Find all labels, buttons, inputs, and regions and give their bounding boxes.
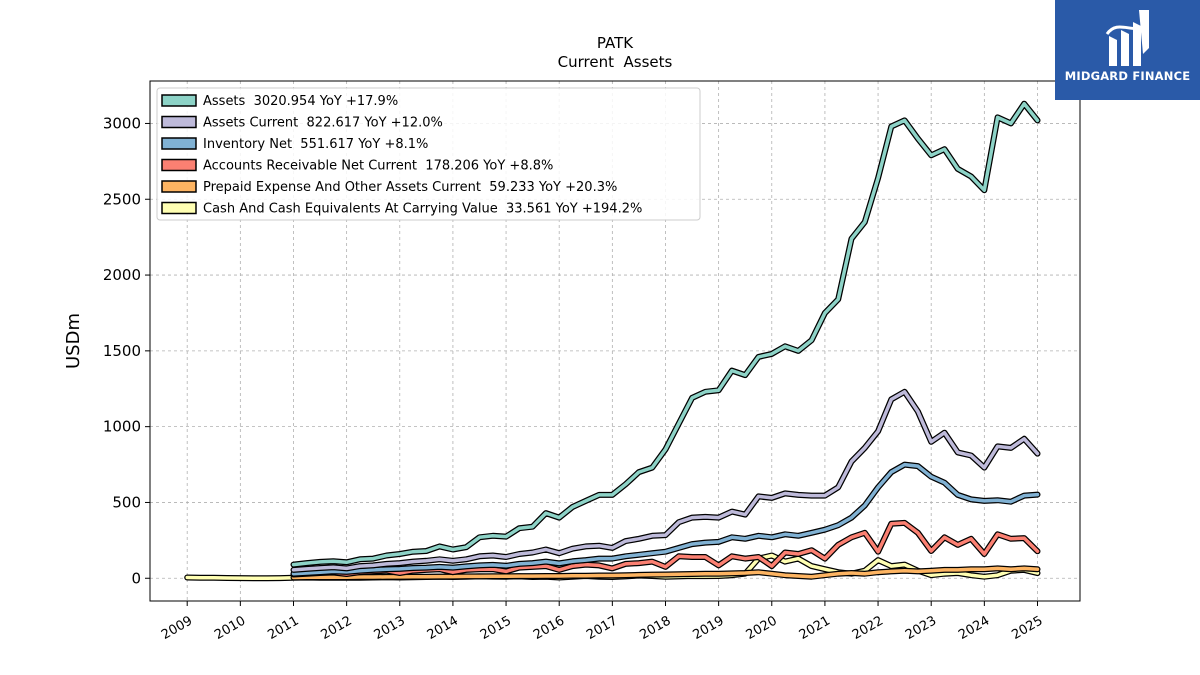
chart-title: PATK <box>597 34 634 52</box>
y-tick-label: 500 <box>112 493 141 511</box>
series-line <box>291 566 1040 580</box>
series-layer <box>184 100 1041 582</box>
chart-subtitle: Current Assets <box>558 53 673 71</box>
x-tick-label: 2017 <box>584 613 620 643</box>
brand-mark-icon <box>1105 10 1149 66</box>
y-axis-label: USDm <box>63 313 84 369</box>
y-axis: 0 500 1000 1500 2000 2500 3000 <box>103 114 150 587</box>
brand-logo: MIDGARD FINANCE <box>1055 0 1200 100</box>
series-line <box>291 101 1040 567</box>
legend-label: Cash And Cash Equivalents At Carrying Va… <box>203 202 642 217</box>
legend-label: Assets Current 822.617 YoY +12.0% <box>203 116 443 131</box>
x-tick-label: 2024 <box>956 613 992 643</box>
x-tick-label: 2015 <box>478 613 514 643</box>
legend-label: Assets 3020.954 YoY +17.9% <box>203 94 398 109</box>
legend-frame <box>156 87 701 221</box>
x-tick-label: 2025 <box>1009 613 1045 643</box>
legend-label: Prepaid Expense And Other Assets Current… <box>203 180 617 195</box>
x-tick-label: 2014 <box>425 613 461 643</box>
legend: Assets 3020.954 YoY +17.9% Assets Current… <box>156 87 701 221</box>
x-tick-label: 2023 <box>903 613 939 643</box>
y-tick-label: 1000 <box>103 418 141 436</box>
legend-swatch <box>161 137 197 150</box>
legend-swatch <box>161 180 197 193</box>
x-tick-label: 2013 <box>372 613 408 643</box>
x-tick-label: 2020 <box>744 613 780 643</box>
series-line <box>291 462 1040 576</box>
x-tick-label: 2019 <box>690 613 726 643</box>
plot-frame <box>149 80 1081 602</box>
series-0 <box>290 100 1041 568</box>
y-tick-label: 2500 <box>103 190 141 208</box>
x-tick-label: 2012 <box>318 613 354 643</box>
series-2 <box>290 461 1041 577</box>
series-line <box>291 390 1040 572</box>
y-tick-label: 1500 <box>103 342 141 360</box>
legend-label: Accounts Receivable Net Current 178.206 … <box>203 159 553 174</box>
series-4 <box>290 565 1041 581</box>
x-tick-label: 2011 <box>265 613 301 643</box>
x-axis: 2009 2010 2011 2012 2013 2014 2015 2016 2017 2018… <box>159 601 1045 643</box>
x-tick-label: 2021 <box>797 613 833 643</box>
legend-swatch <box>161 115 197 129</box>
x-tick-label: 2016 <box>531 613 567 643</box>
legend-swatch <box>161 201 197 215</box>
x-tick-label: 2022 <box>850 613 886 643</box>
y-tick-label: 3000 <box>103 114 141 132</box>
x-tick-label: 2010 <box>212 613 248 643</box>
x-tick-label: 2009 <box>159 613 195 643</box>
legend-label: Inventory Net 551.617 YoY +8.1% <box>203 137 428 152</box>
x-tick-label: 2018 <box>637 613 673 643</box>
legend-swatch <box>161 94 197 107</box>
series-1 <box>290 388 1041 573</box>
brand-name: MIDGARD FINANCE <box>1064 69 1191 83</box>
y-tick-label: 0 <box>131 569 141 587</box>
legend-swatch <box>161 158 197 172</box>
y-tick-label: 2000 <box>103 266 141 284</box>
